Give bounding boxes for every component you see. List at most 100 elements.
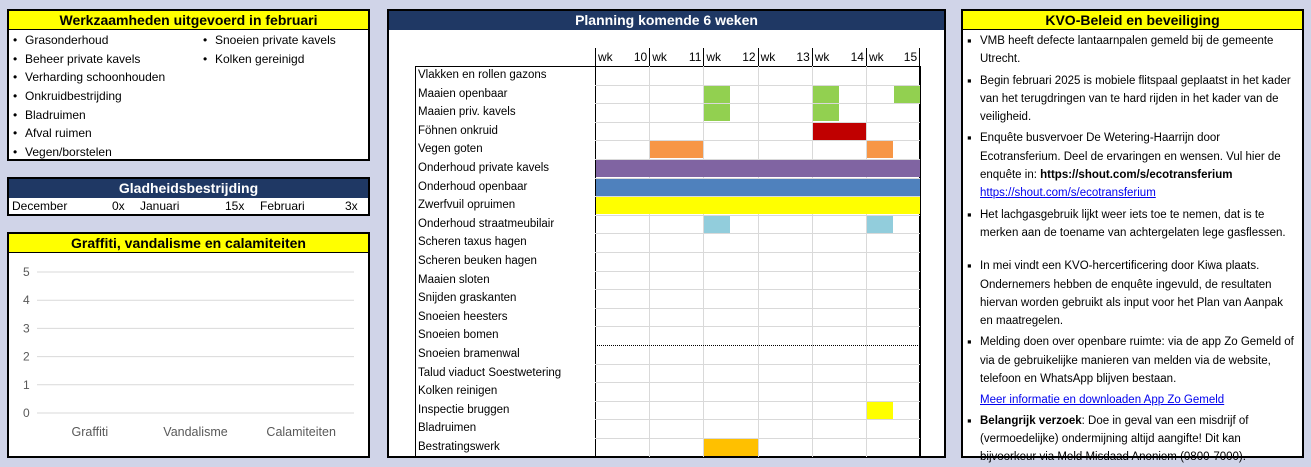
enquete-link[interactable]: https://shout.com/s/ecotransferium: [980, 187, 1156, 200]
grid-hline: [595, 103, 921, 105]
planning-grid: wk 10 wk 11 wk 12 wk 13 wk 14 wk 15 Vlakken en rolle…: [389, 30, 944, 457]
y-tick-label: 2: [23, 350, 30, 364]
list-item: Kolken gereinigd: [199, 50, 336, 69]
planning-row-label: Bladruimen: [418, 422, 477, 435]
grid-hline: [595, 326, 921, 328]
planning-bar-green: [812, 85, 839, 103]
month-december: December: [12, 199, 68, 213]
kvo-item-lachgas: Het lachgasgebruik lijkt weer iets toe t…: [963, 206, 1298, 243]
kvo-item-enquete: Enquête busvervoer De Wetering-Haarrijn …: [963, 129, 1298, 184]
werkzaamheden-panel: Werkzaamheden uitgevoerd in februari Gra…: [7, 9, 370, 162]
week-col-15: wk 15: [865, 48, 921, 66]
week-number: 10: [633, 50, 648, 64]
graffiti-panel: Graffiti, vandalisme en calamiteiten 0 1 2…: [7, 232, 370, 458]
month-januari: Januari: [140, 199, 180, 213]
week-prefix: wk: [652, 50, 667, 64]
y-tick-label: 1: [23, 378, 30, 392]
kvo-title: KVO-Beleid en beveiliging: [963, 11, 1302, 30]
grid-hline: [595, 177, 921, 179]
week-number: 15: [903, 50, 918, 64]
werkzaamheden-title: Werkzaamheden uitgevoerd in februari: [9, 11, 368, 30]
x-tick-label: Graffiti: [72, 425, 109, 439]
zo-gemeld-link[interactable]: Meer informatie en downloaden App Zo Gem…: [980, 394, 1225, 407]
grid-hline: [595, 121, 921, 123]
count-december: 0x: [112, 199, 125, 213]
enquete-text: Enquête busvervoer De Wetering-Haarrijn …: [980, 132, 1281, 182]
list-item: Bladruimen: [9, 106, 199, 125]
verzoek-label: Belangrijk verzoek: [980, 414, 1082, 427]
week-number: 12: [742, 50, 756, 64]
planning-bar-purple: [596, 160, 921, 177]
planning-row-label: Inspectie bruggen: [418, 403, 510, 416]
planning-row-label: Snijden graskanten: [418, 292, 517, 305]
grid-vline: [703, 66, 705, 457]
week-number: 14: [850, 50, 864, 64]
planning-row-label: Talud viaduct Soestwetering: [418, 366, 562, 379]
list-item: Snoeien private kavels: [199, 31, 336, 50]
planning-bar-green: [812, 104, 839, 122]
grid-hline: [595, 400, 921, 402]
planning-bar-amber: [704, 439, 758, 456]
grid-hline: [595, 307, 921, 309]
grid-hline: [595, 270, 921, 272]
planning-bar-orange: [867, 141, 894, 159]
grid-vline: [811, 66, 813, 457]
kvo-item-hercertificering: In mei vindt een KVO-hercertificering do…: [963, 257, 1298, 330]
planning-bar-red: [812, 122, 866, 140]
grid-vline: [757, 66, 759, 457]
week-prefix: wk: [868, 50, 884, 64]
kvo-panel: KVO-Beleid en beveiliging VMB heeft defe…: [961, 9, 1304, 463]
graffiti-chart: 0 1 2 3 4 5 Graffiti Vandalisme Calamiteiten: [23, 265, 354, 439]
planning-row-label: Scheren beuken hagen: [418, 255, 537, 267]
planning-panel: Planning komende 6 weken wk 10 wk 11 wk 12 wk 1…: [387, 9, 946, 458]
kvo-item-melding: Melding doen over openbare ruimte: via d…: [963, 333, 1298, 388]
planning-row-label: Onderhoud openbaar: [418, 180, 528, 193]
y-tick-label: 3: [23, 321, 30, 335]
planning-row-label: Bestratingswerk: [418, 441, 500, 453]
y-tick-label: 5: [23, 265, 30, 279]
planning-row-label: Vlakken en rollen gazons: [418, 69, 547, 81]
planning-bar-green: [704, 104, 731, 122]
grid-vline: [595, 66, 596, 457]
week-col-14: wk 14: [811, 48, 866, 66]
planning-row-label: Snoeien bomen: [418, 329, 499, 342]
planning-row-label: Maaien priv. kavels: [418, 106, 516, 119]
list-item: Vegen/borstelen: [9, 143, 199, 162]
planning-bar-yellow: [867, 401, 894, 419]
grid-hline: [595, 214, 921, 216]
grid-vline: [866, 66, 867, 457]
verzoek-text: : Doe in geval van een misdrijf of (verm…: [980, 414, 1249, 464]
week-number: 11: [688, 50, 702, 64]
enquete-url-bold: https://shout.com/s/ecotransferium: [1040, 169, 1233, 182]
planning-bar-lightblue: [704, 215, 731, 233]
planning-bar-green: [894, 85, 921, 103]
week-col-11: wk 11: [649, 48, 703, 66]
month-februari: Februari: [260, 199, 305, 213]
grid-hline: [595, 345, 921, 346]
planning-row-label: Onderhoud private kavels: [418, 162, 550, 174]
werk-list-1: Grasonderhoud Beheer private kavels Verh…: [9, 31, 199, 162]
week-number: 13: [796, 50, 810, 64]
planning-row-label: Snoeien heesters: [418, 310, 508, 323]
grid-hline: [595, 252, 921, 253]
week-col-12: wk 12: [703, 48, 757, 66]
grid-hline: [595, 84, 921, 86]
planning-bar-yellow: [596, 197, 921, 215]
kvo-item-flitspaal: Begin februari 2025 is mobiele flitspaal…: [963, 72, 1298, 127]
planning-row-label: Onderhoud straatmeubilair: [418, 217, 555, 230]
week-header: wk 10 wk 11 wk 12 wk 13 wk 14 wk 15: [595, 48, 921, 66]
grid-hline: [595, 419, 921, 421]
grid-hline: [595, 363, 921, 365]
planning-row-label: Scheren taxus hagen: [418, 236, 527, 249]
kvo-item-lantaarnpalen: VMB heeft defecte lantaarnpalen gemeld b…: [963, 32, 1298, 69]
graffiti-title: Graffiti, vandalisme en calamiteiten: [9, 234, 368, 253]
planning-row-label: Vegen goten: [418, 143, 483, 156]
planning-row-label: Föhnen onkruid: [418, 124, 498, 137]
grid-hline: [595, 159, 921, 160]
planning-row-label: Snoeien bramenwal: [418, 348, 520, 360]
grid-hline: [595, 140, 921, 142]
grid-hline: [595, 233, 921, 235]
y-tick-label: 4: [23, 293, 30, 307]
grid-vline: [649, 66, 651, 457]
werk-list-2: Snoeien private kavels Kolken gereinigd: [199, 31, 336, 162]
